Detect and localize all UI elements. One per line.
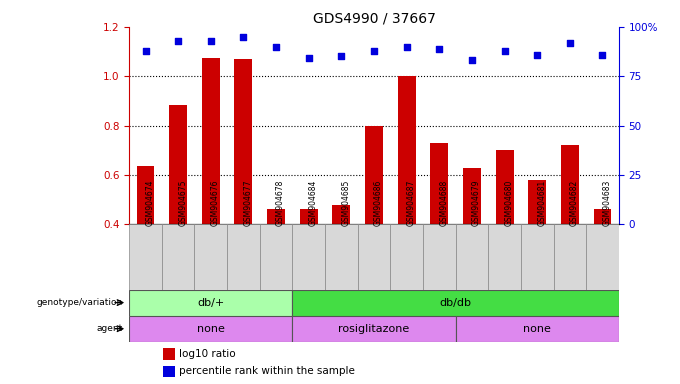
Point: [532, 51, 543, 58]
Text: agent: agent: [96, 324, 122, 333]
Text: GSM904684: GSM904684: [309, 180, 318, 226]
Bar: [561, 145, 579, 224]
Point: [271, 43, 282, 50]
Text: none: none: [197, 324, 224, 334]
Bar: [163, 366, 175, 377]
Point: [597, 51, 608, 58]
Title: GDS4990 / 37667: GDS4990 / 37667: [313, 12, 435, 26]
Bar: [333, 205, 350, 224]
Text: GSM904688: GSM904688: [439, 180, 448, 226]
Text: GSM904676: GSM904676: [211, 180, 220, 226]
Point: [564, 40, 575, 46]
Point: [466, 57, 477, 63]
Text: GSM904683: GSM904683: [602, 180, 611, 226]
Text: GSM904685: GSM904685: [341, 180, 350, 226]
Text: GSM904674: GSM904674: [146, 180, 154, 226]
Point: [499, 48, 510, 54]
Bar: [129, 290, 292, 316]
Bar: [227, 224, 260, 290]
Text: GSM904677: GSM904677: [243, 180, 252, 226]
Point: [173, 38, 184, 44]
Bar: [129, 316, 292, 342]
Text: GSM904678: GSM904678: [276, 180, 285, 226]
Bar: [521, 224, 554, 290]
Bar: [594, 209, 611, 224]
Point: [401, 43, 412, 50]
Bar: [292, 224, 325, 290]
Bar: [235, 59, 252, 224]
Point: [336, 53, 347, 60]
Text: db/+: db/+: [197, 298, 224, 308]
Text: percentile rank within the sample: percentile rank within the sample: [179, 366, 355, 376]
Text: GSM904687: GSM904687: [407, 180, 415, 226]
Bar: [390, 224, 423, 290]
Bar: [292, 290, 619, 316]
Bar: [260, 224, 292, 290]
Bar: [365, 126, 383, 224]
Text: GSM904682: GSM904682: [570, 180, 579, 226]
Bar: [202, 58, 220, 224]
Text: GSM904681: GSM904681: [537, 180, 546, 226]
Bar: [496, 150, 513, 224]
Bar: [456, 224, 488, 290]
Text: rosiglitazone: rosiglitazone: [339, 324, 409, 334]
Bar: [137, 166, 154, 224]
Text: none: none: [524, 324, 551, 334]
Text: db/db: db/db: [439, 298, 472, 308]
Point: [369, 48, 379, 54]
Bar: [456, 316, 619, 342]
Point: [238, 34, 249, 40]
Bar: [528, 180, 546, 224]
Bar: [129, 224, 162, 290]
Text: genotype/variation: genotype/variation: [36, 298, 122, 307]
Bar: [488, 224, 521, 290]
Bar: [586, 224, 619, 290]
Bar: [162, 224, 194, 290]
Bar: [163, 348, 175, 360]
Bar: [554, 224, 586, 290]
Bar: [292, 316, 456, 342]
Point: [434, 46, 445, 52]
Text: GSM904675: GSM904675: [178, 180, 187, 226]
Bar: [325, 224, 358, 290]
Bar: [358, 224, 390, 290]
Text: GSM904686: GSM904686: [374, 180, 383, 226]
Bar: [423, 224, 456, 290]
Bar: [267, 209, 285, 224]
Bar: [194, 224, 227, 290]
Bar: [169, 104, 187, 224]
Text: GSM904679: GSM904679: [472, 180, 481, 226]
Point: [140, 48, 151, 54]
Text: GSM904680: GSM904680: [505, 180, 513, 226]
Bar: [430, 143, 448, 224]
Bar: [398, 76, 415, 224]
Point: [303, 55, 314, 61]
Bar: [463, 167, 481, 224]
Point: [205, 38, 216, 44]
Bar: [300, 209, 318, 224]
Text: log10 ratio: log10 ratio: [179, 349, 235, 359]
